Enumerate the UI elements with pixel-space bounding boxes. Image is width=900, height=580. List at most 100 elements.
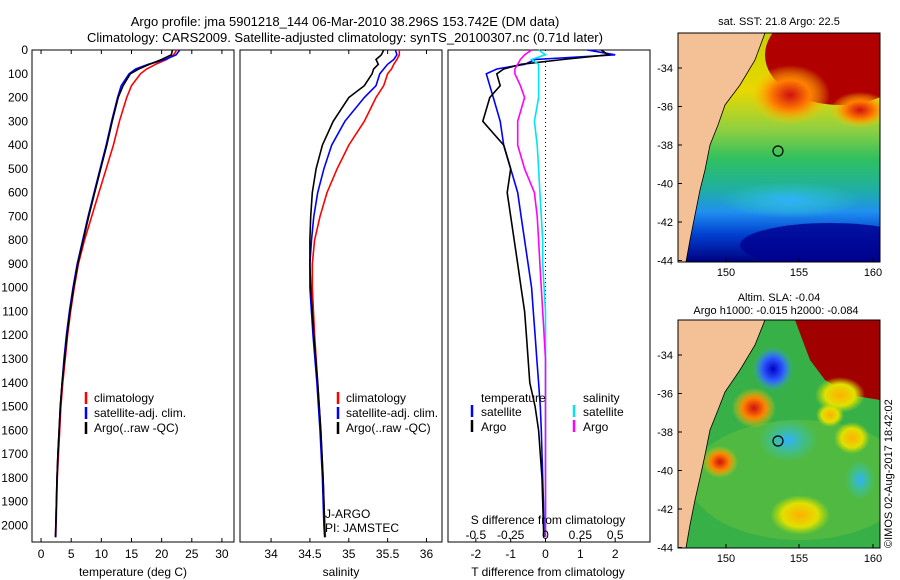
sst-cold-band [740,223,880,262]
legend-label-t-argo: Argo [481,420,507,434]
depth-tick-label: 2000 [1,518,28,532]
legend-label: Argo(..raw -QC) [94,421,179,435]
temperature-xlabel: temperature (deg C) [79,565,187,579]
x-tick-label: 0 [542,547,549,561]
depth-tick-label: 1200 [1,328,28,342]
difference-plot-frame [447,49,651,543]
sla-mid-patch [690,420,880,540]
legend-label: satellite-adj. clim. [94,406,186,420]
difference-panel: -2 -1 0 1 2 -0.5 -0.25 0 0.25 0.5 S difference f… [447,49,651,579]
legend-label: satellite-adj. clim. [346,406,438,420]
depth-tick-label: 400 [8,138,28,152]
legend-title-temperature: temperature [481,391,546,405]
sst-map: sat. SST: 21.8 Argo: 22.5 -34 -36 -38 -40 -4… [657,16,882,279]
depth-tick-label: 1500 [1,400,28,414]
difference-legend: temperature salinity satellite Argo sate… [470,391,624,434]
depth-tick-label: 300 [8,114,28,128]
sla-land [678,320,766,548]
map-lat-tick-label: -36 [657,389,673,401]
depth-tick-label: 0 [21,43,28,57]
difference-xlabel: T difference from climatology [471,565,625,579]
legend-title-salinity: salinity [583,391,620,405]
sst-map-frame [677,32,881,263]
x-tick-label: 10 [95,547,109,561]
top-x-tick-label: -0.25 [497,528,525,542]
sla-high-eddy-2 [732,388,776,428]
sst-cool-band [720,182,860,218]
sla-low-eddy [753,347,793,391]
depth-tick-label: 700 [8,209,28,223]
map-lon-tick-label: 150 [717,267,735,279]
sla-yellow-patch-3 [834,422,870,454]
x-tick-label: 0 [38,547,45,561]
top-x-tick-label: -0.5 [466,528,487,542]
map-lat-tick-label: -36 [657,102,673,114]
depth-tick-label: 600 [8,186,28,200]
legend-label-s-satellite: satellite [583,405,624,419]
map-lat-tick-label: -38 [657,427,673,439]
x-tick-label: 36 [420,547,434,561]
sla-high-eddy-3 [702,446,738,478]
series-line-t-satellite [485,49,616,538]
sst-warm-patch-east [830,92,880,128]
x-tick-label: 1 [577,547,584,561]
depth-tick-label: 1800 [1,471,28,485]
map-lon-tick-label: 150 [717,553,735,565]
sla-cool-patch-2 [845,460,875,500]
depth-tick-label: 500 [8,162,28,176]
x-tick-label: -2 [471,547,482,561]
sst-warm-patch [750,65,830,125]
depth-axis: 0 100 200 300 400 500 600 700 800 900 1000 1100 1200… [1,43,650,532]
map-lon-tick-label: 160 [864,267,882,279]
sla-cool-patch-1 [758,418,818,462]
sla-map: Altim. SLA: -0.04 Argo h1000: -0.015 h20… [657,292,882,565]
x-tick-label: 35.5 [376,547,400,561]
map-lat-tick-label: -44 [657,256,673,268]
map-lat-tick-label: -38 [657,140,673,152]
salinity-plot-frame [239,49,443,543]
x-tick-label: 20 [155,547,169,561]
legend-label-t-satellite: satellite [481,405,522,419]
footer-credit: ©IMOS 02-Aug-2017 18:42:02 [883,399,895,548]
depth-tick-label: 1100 [2,304,28,318]
depth-tick-label: 1000 [1,281,28,295]
depth-tick-label: 800 [8,233,28,247]
salinity-panel: 34 34.5 35 35.5 36 salinity climatologysatel… [239,49,443,579]
x-tick-label: 34.5 [298,547,322,561]
depth-tick-label: 100 [8,67,28,81]
sla-high-eddy [795,320,880,400]
x-tick-label: 30 [215,547,229,561]
salinity-xlabel: salinity [323,565,360,579]
series-line-s-argo [514,49,547,538]
map-lat-tick-label: -42 [657,504,673,516]
series-line-argo-raw-qc- [309,49,385,538]
argo-position-marker-sla [772,435,784,447]
temperature-plot-frame [31,49,235,543]
legend-label: climatology [346,391,406,405]
depth-tick-label: 1300 [1,352,28,366]
top-x-tick-label: 0.5 [607,528,624,542]
sla-yellow-patch-4 [770,495,830,535]
top-x-tick-label: 0 [542,528,549,542]
series-line-argo-raw-qc- [54,49,174,538]
depth-tick-label: 1400 [1,376,28,390]
title-line-1: Argo profile: jma 5901218_144 06-Mar-201… [131,14,560,29]
salinity-annotation-pi: PI: JAMSTEC [325,521,399,535]
sst-map-title: sat. SST: 21.8 Argo: 22.5 [718,16,840,28]
series-line-t-argo [481,49,611,538]
x-tick-label: 15 [125,547,139,561]
map-lon-tick-label: 155 [790,267,808,279]
depth-tick-label: 1700 [1,447,28,461]
argo-position-marker-sst [772,145,784,157]
top-x-tick-label: 0.25 [569,528,593,542]
sla-map-frame [677,319,881,549]
map-lat-tick-label: -40 [657,466,673,478]
map-lat-tick-label: -44 [657,543,673,555]
legend-label: climatology [94,391,154,405]
legend-label: Argo(..raw -QC) [346,421,431,435]
x-tick-label: 34 [264,547,278,561]
map-lat-tick-label: -40 [657,179,673,191]
